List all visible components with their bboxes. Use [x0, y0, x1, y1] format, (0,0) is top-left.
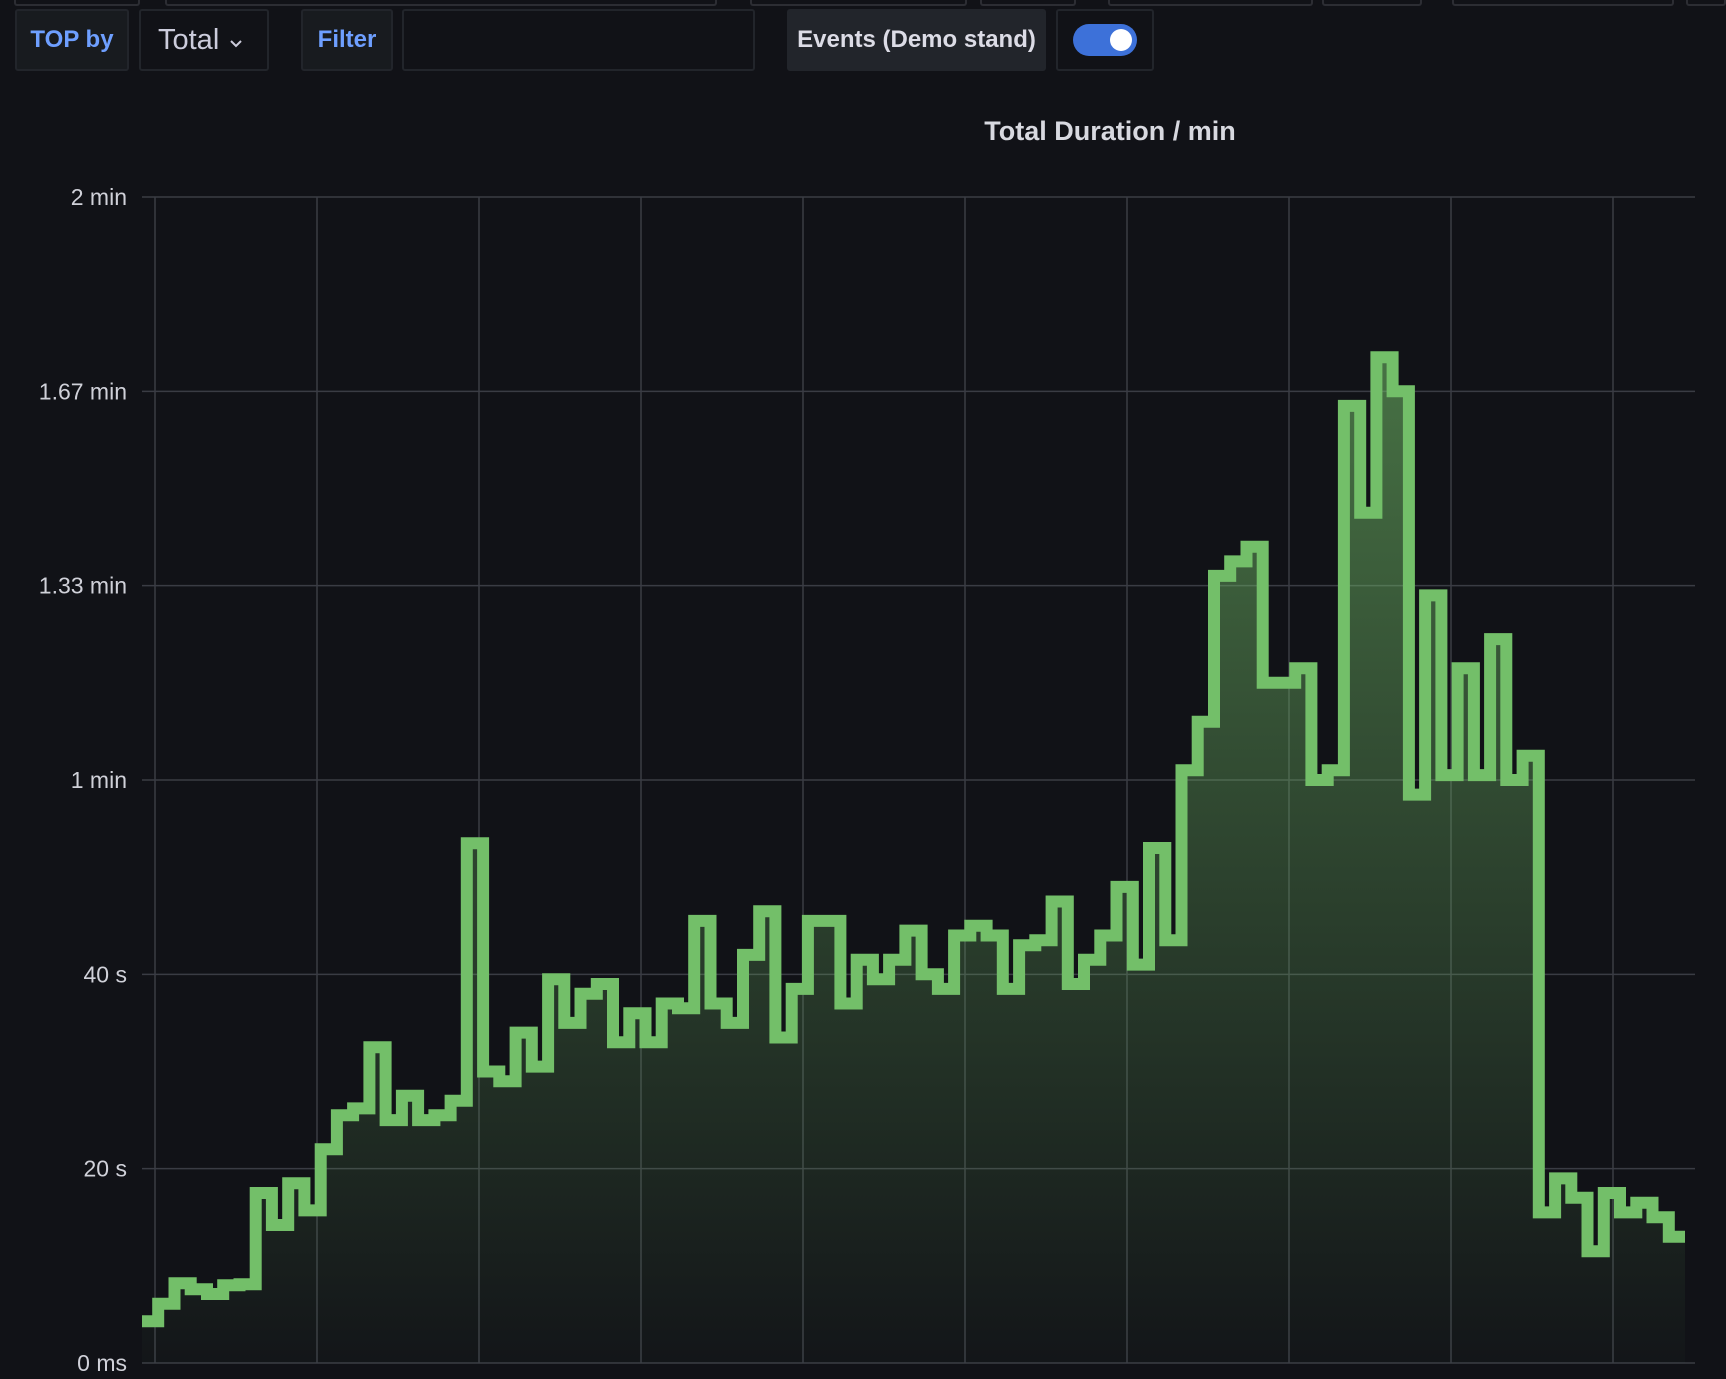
- series-area: [142, 357, 1685, 1363]
- filter-input[interactable]: [402, 9, 755, 71]
- series-line: [142, 351, 1685, 1328]
- top-by-select-value: Total: [158, 23, 220, 56]
- y-axis: 0 ms 20 s 40 s 1 min 1.33 min 1.67 min 2 min: [39, 184, 127, 1376]
- toggle-knob: [1110, 29, 1132, 51]
- y-tick-label: 20 s: [84, 1156, 127, 1182]
- y-tick-label: 0 ms: [77, 1350, 127, 1376]
- top-by-select[interactable]: Total: [139, 9, 269, 71]
- y-tick-label: 1 min: [71, 767, 127, 793]
- cutoff-control-stub: [165, 0, 717, 6]
- y-tick-label: 1.33 min: [39, 573, 127, 599]
- cutoff-control-stub: [980, 0, 1076, 6]
- cutoff-control-stub: [14, 0, 140, 6]
- y-tick-label: 1.67 min: [39, 378, 127, 404]
- cutoff-control-stub: [1452, 0, 1674, 6]
- toggle-switch[interactable]: [1073, 24, 1137, 56]
- cutoff-control-stub: [750, 0, 967, 6]
- cutoff-control-stub: [1108, 0, 1313, 6]
- chart-title: Total Duration / min: [984, 116, 1236, 146]
- events-toggle[interactable]: [1056, 9, 1154, 71]
- y-tick-label: 2 min: [71, 184, 127, 210]
- events-label: Events (Demo stand): [787, 9, 1046, 71]
- top-by-label: TOP by: [15, 9, 129, 71]
- chevron-down-icon: [229, 24, 243, 57]
- y-tick-label: 40 s: [84, 961, 127, 987]
- cutoff-control-stub: [1322, 0, 1422, 6]
- cutoff-control-stub: [1686, 0, 1726, 6]
- filter-label: Filter: [301, 9, 393, 71]
